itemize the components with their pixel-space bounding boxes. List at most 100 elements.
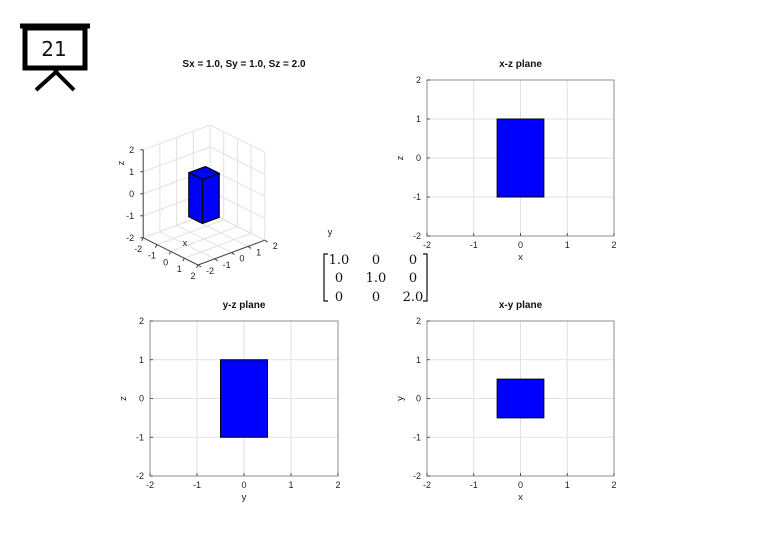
z-tick-label: -2 [126, 233, 134, 243]
y-tick-label: -2 [136, 471, 144, 481]
z-tick-label: 0 [129, 189, 134, 199]
x-tick-label: 2 [335, 480, 340, 490]
box-face-right [201, 172, 220, 225]
matrix-right-bracket [423, 253, 428, 302]
side-wall-grid-line [143, 124, 211, 151]
x-axis-label: x [518, 492, 523, 503]
matrix-cell: 0 [409, 271, 417, 286]
y-tick-label: -1 [413, 432, 421, 442]
y-tick-label: 2 [139, 316, 144, 326]
y-tick-label: -1 [413, 192, 421, 202]
x-axis-label: y [242, 492, 247, 503]
x-tick-label: -2 [146, 480, 154, 490]
x-tick-label: -2 [423, 480, 431, 490]
presentation-board-icon: 21 [20, 23, 90, 92]
y-tick-label: 2 [273, 241, 278, 251]
board-leg-right [54, 70, 76, 92]
y-tick-label: 0 [139, 394, 144, 404]
y-tick-label: -2 [413, 471, 421, 481]
z-tick-label: 2 [129, 145, 134, 155]
x-tick-label: 1 [565, 240, 570, 250]
matrix-cell: 1.0 [329, 253, 350, 268]
x-tick-label: -2 [134, 244, 142, 254]
slide-number-badge: 21 [0, 0, 100, 100]
plot-title: Sx = 1.0, Sy = 1.0, Sz = 2.0 [182, 59, 306, 70]
plot-yz-plane: -2-2 -1 -1 0 0 1 1 2 2 y-z plane y z [118, 300, 341, 503]
y-axis-label: y [328, 227, 333, 238]
x-tick-label: -2 [423, 240, 431, 250]
matrix-cell: 0 [372, 290, 380, 305]
x-tick-label: 1 [565, 480, 570, 490]
back-wall-grid-line [209, 146, 266, 175]
x-tick-label: -1 [470, 240, 478, 250]
plot-title: x-y plane [499, 300, 543, 311]
y-tick-mark [247, 245, 252, 249]
x-axis-label: x [183, 238, 188, 249]
x-tick-label: 1 [288, 480, 293, 490]
z-tick-label: -1 [126, 211, 134, 221]
floor-grid-line [176, 224, 232, 254]
x-tick-label: 2 [611, 480, 616, 490]
y-tick-mark [231, 252, 235, 256]
x-tick-label: 2 [611, 240, 616, 250]
plot-xy-plane: -2-2 -1 -1 0 0 1 1 2 2 x-y plane x y [395, 300, 617, 503]
projection-rectangle [496, 118, 545, 198]
x-tick-mark [196, 264, 199, 269]
x-tick-label: 0 [518, 480, 523, 490]
x-tick-mark [168, 251, 172, 255]
matrix-cell: 1.0 [366, 271, 387, 286]
x-tick-mark [154, 244, 158, 248]
y-axis-label: y [395, 396, 406, 401]
y-tick-label: 1 [139, 355, 144, 365]
y-tick-label: 2 [416, 316, 421, 326]
y-tick-label: -2 [206, 266, 214, 276]
projection-rectangle [220, 359, 268, 438]
z-axis-label: z [116, 160, 127, 165]
plot-title: y-z plane [223, 300, 266, 311]
x-tick-label: -1 [193, 480, 201, 490]
x-tick-label: 1 [177, 264, 182, 274]
floor-grid-line [184, 232, 252, 259]
y-tick-mark [197, 264, 202, 268]
matrix-left-bracket [323, 253, 328, 302]
box-face-front [188, 172, 204, 225]
box-face-top [188, 165, 220, 181]
y-tick-label: 0 [239, 254, 244, 264]
y-tick-mark [264, 239, 269, 243]
matrix-cell: 0 [372, 253, 380, 268]
y-tick-label: 1 [416, 114, 421, 124]
y-tick-label: 2 [416, 75, 421, 85]
y-axis-label: z [118, 396, 129, 401]
scaling-matrix: 1.0 0 0 0 1.0 0 0 0 2.0 [323, 253, 428, 305]
y-tick-label: 0 [416, 394, 421, 404]
x-tick-label: -1 [148, 251, 156, 261]
matrix-cell: 0 [335, 271, 343, 286]
matrix-cell: 0 [409, 253, 417, 268]
y-tick-label: 0 [416, 153, 421, 163]
y-tick-label: -1 [223, 260, 231, 270]
y-tick-label: -1 [136, 432, 144, 442]
board-leg-left [34, 70, 58, 92]
y-axis-label: z [395, 155, 406, 160]
projection-rectangle [496, 378, 545, 419]
x-tick-label: 0 [241, 480, 246, 490]
matrix-cell: 0 [335, 290, 343, 305]
y-tick-label: 1 [416, 355, 421, 365]
x-tick-label: 0 [163, 257, 168, 267]
x-tick-label: 0 [518, 240, 523, 250]
z-tick-label: 1 [129, 167, 134, 177]
side-wall-grid-line [143, 146, 211, 173]
x-tick-label: 2 [190, 271, 195, 281]
y-tick-label: 1 [256, 247, 261, 257]
y-tick-label: -2 [413, 231, 421, 241]
y-tick-mark [214, 258, 218, 262]
back-wall-grid-line [209, 124, 266, 153]
plot-title: x-z plane [499, 59, 542, 70]
x-axis-label: x [518, 252, 523, 263]
plot-xz-plane: -2-2 -1 -1 0 0 1 1 2 2 x-z plane x z [395, 59, 617, 263]
x-tick-mark [182, 257, 185, 262]
matrix-cell-highlight: 2.0 [403, 290, 424, 305]
slide-number: 21 [41, 37, 66, 61]
